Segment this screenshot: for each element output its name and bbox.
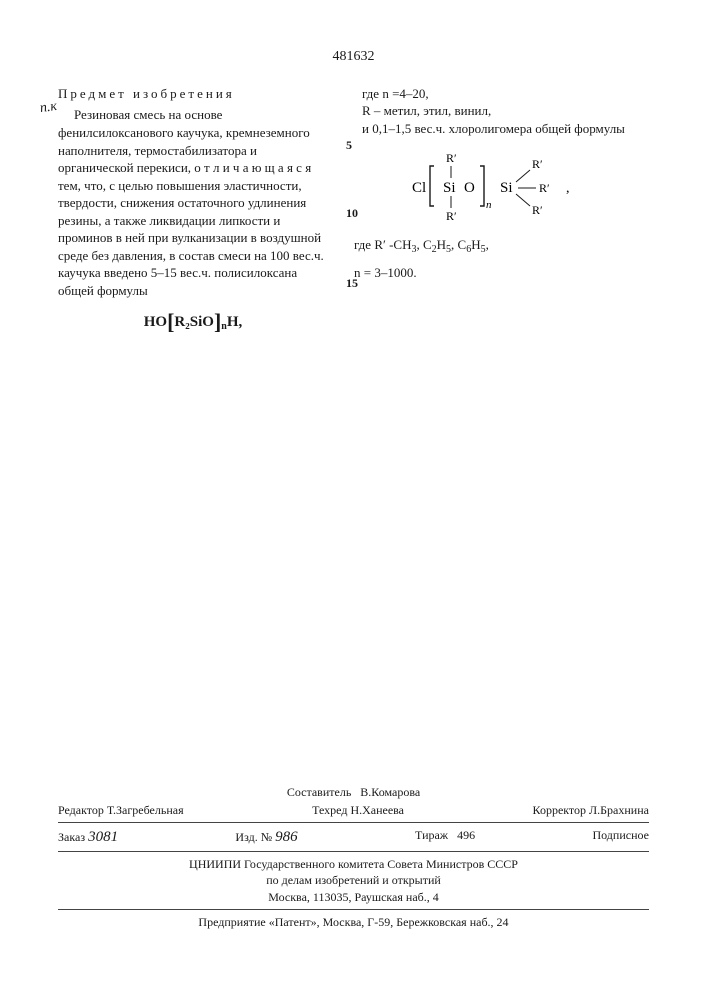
editor-name: Т.Загребельная bbox=[107, 803, 184, 817]
formula-si: Si bbox=[443, 180, 456, 196]
bracket-right-icon bbox=[480, 166, 484, 206]
bond-line bbox=[516, 170, 530, 182]
label: Составитель bbox=[287, 785, 351, 799]
label: Техред bbox=[312, 803, 347, 817]
subscript-n: n bbox=[486, 199, 492, 211]
text-line: R – метил, этил, винил, bbox=[362, 102, 649, 120]
order-block: Заказ 3081 bbox=[58, 827, 118, 847]
compiler-line: Составитель В.Комарова bbox=[58, 784, 649, 800]
text-span: , bbox=[486, 237, 489, 252]
divider bbox=[58, 851, 649, 852]
izd-number: 986 bbox=[275, 829, 298, 845]
formula-o: O bbox=[464, 180, 475, 196]
formula-svg: Cl R′ Si R′ O n Si R bbox=[402, 148, 602, 226]
label: Изд. № bbox=[235, 830, 272, 844]
formula-comma: , bbox=[566, 181, 570, 196]
text-span: H bbox=[437, 237, 446, 252]
compiler-name: В.Комарова bbox=[360, 785, 420, 799]
text-line: n = 3–1000. bbox=[354, 264, 649, 282]
formula-rprime: R′ bbox=[532, 157, 543, 171]
techred-name: Н.Ханеева bbox=[350, 803, 404, 817]
text-span: где R′ -CH bbox=[354, 237, 411, 252]
footer: Составитель В.Комарова Редактор Т.Загреб… bbox=[58, 784, 649, 930]
publication-row: Заказ 3081 Изд. № 986 Тираж 496 Подписно… bbox=[58, 827, 649, 847]
bond-line bbox=[516, 194, 530, 206]
text-span: , C bbox=[451, 237, 466, 252]
org-line: Предприятие «Патент», Москва, Г-59, Бере… bbox=[58, 914, 649, 930]
handwritten-annotation: п.к bbox=[39, 98, 59, 119]
label: Заказ bbox=[58, 830, 85, 844]
formula-1: HO[R₂SiO]nH, bbox=[58, 307, 328, 337]
editor-block: Редактор Т.Загребельная bbox=[58, 802, 184, 818]
text-line: и 0,1–1,5 вес.ч. хлоролигомера общей фор… bbox=[362, 120, 649, 138]
label: Редактор bbox=[58, 803, 104, 817]
formula-cl: Cl bbox=[412, 180, 426, 196]
text-line: где R′ -CH3, C2H5, C6H5, bbox=[354, 236, 649, 257]
org-line: ЦНИИПИ Государственного комитета Совета … bbox=[58, 856, 649, 872]
order-number: 3081 bbox=[88, 829, 118, 845]
label: Корректор bbox=[533, 803, 587, 817]
corrector-block: Корректор Л.Брахнина bbox=[533, 802, 649, 818]
claim-text: Резиновая смесь на основе фенилсилоксано… bbox=[58, 106, 328, 299]
tirazh-number: 496 bbox=[457, 828, 475, 842]
formula-2: Cl R′ Si R′ O n Si R bbox=[354, 148, 649, 226]
formula-rprime: R′ bbox=[539, 181, 550, 195]
label: Тираж bbox=[415, 828, 448, 842]
formula-suffix: H, bbox=[227, 314, 242, 330]
section-title: Предмет изобретения bbox=[58, 85, 328, 103]
paragraph: Резиновая смесь на основе фенилсилоксано… bbox=[58, 106, 328, 299]
org-line: по делам изобретений и открытий bbox=[58, 872, 649, 888]
divider bbox=[58, 822, 649, 823]
text-line: где n =4–20, bbox=[362, 85, 649, 103]
text-span: H bbox=[471, 237, 480, 252]
page: 481632 5 10 15 Предмет изобретения п.к Р… bbox=[0, 0, 707, 1000]
formula-si: Si bbox=[500, 180, 513, 196]
formula-prefix: HO bbox=[144, 314, 167, 330]
tirazh-block: Тираж 496 bbox=[415, 827, 475, 847]
patent-number: 481632 bbox=[58, 48, 649, 67]
left-column: Предмет изобретения п.к Резиновая смесь … bbox=[58, 85, 328, 345]
formula-rprime: R′ bbox=[446, 151, 457, 165]
bracket-left-icon bbox=[430, 166, 434, 206]
techred-block: Техред Н.Ханеева bbox=[312, 802, 404, 818]
formula-rprime: R′ bbox=[446, 209, 457, 223]
izd-block: Изд. № 986 bbox=[235, 827, 297, 847]
org-line: Москва, 113035, Раушская наб., 4 bbox=[58, 889, 649, 905]
text-span: , C bbox=[416, 237, 431, 252]
two-column-body: 5 10 15 Предмет изобретения п.к Резинова… bbox=[58, 85, 649, 345]
right-column: где n =4–20, R – метил, этил, винил, и 0… bbox=[348, 85, 649, 345]
divider bbox=[58, 909, 649, 910]
formula-body: R₂SiO bbox=[174, 314, 214, 330]
formula-rprime: R′ bbox=[532, 203, 543, 217]
credits-row: Редактор Т.Загребельная Техред Н.Ханеева… bbox=[58, 802, 649, 818]
sub-label: Подписное bbox=[592, 827, 649, 847]
corrector-name: Л.Брахнина bbox=[589, 803, 649, 817]
